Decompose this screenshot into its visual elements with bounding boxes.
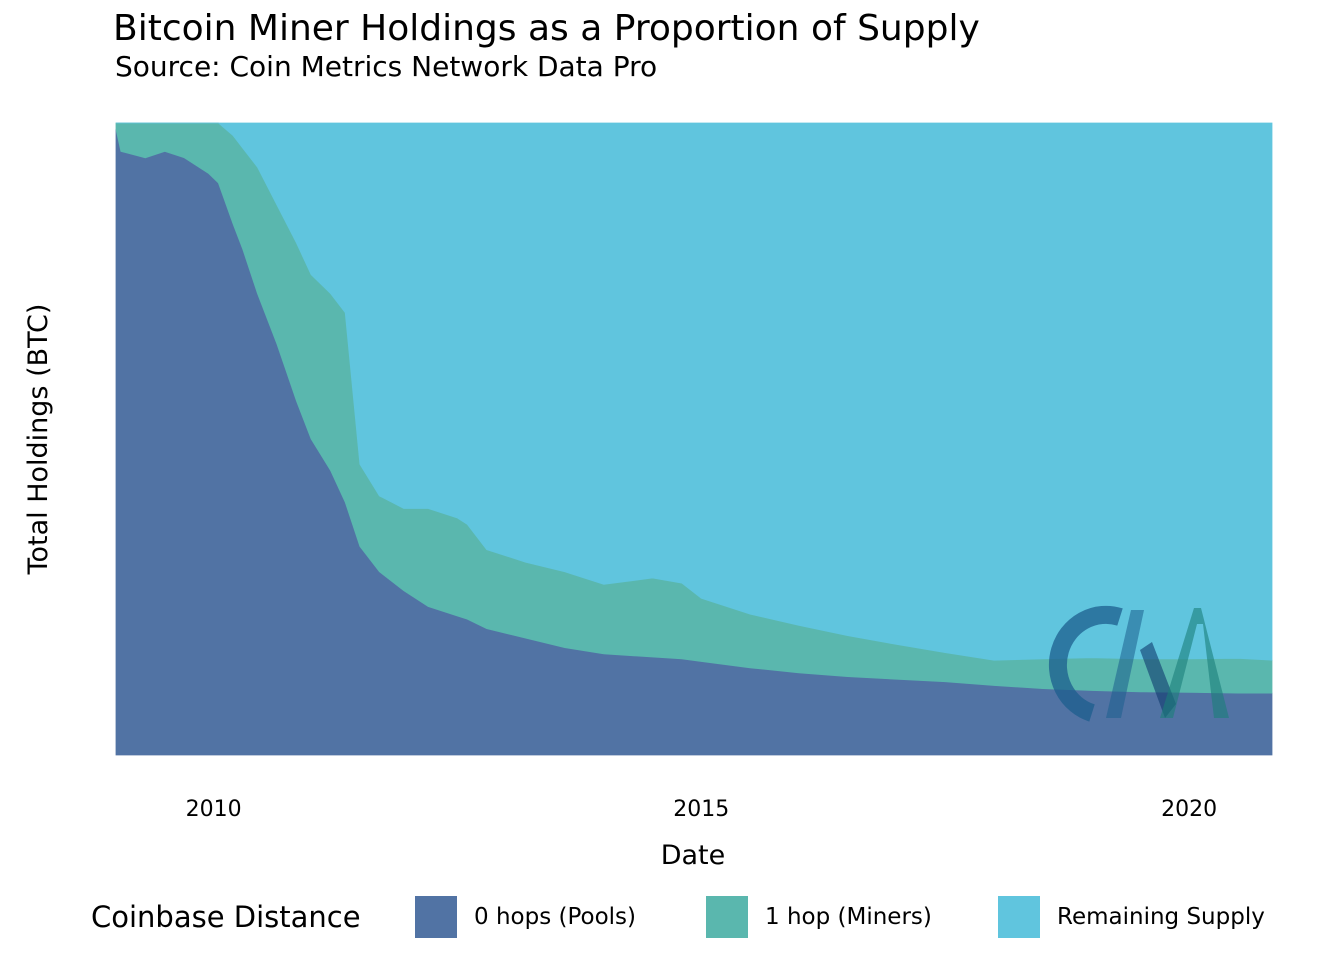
logo-m-right-stroke xyxy=(1160,608,1229,718)
x-tick-label-2020: 2020 xyxy=(1161,797,1217,822)
plot-area xyxy=(115,122,1273,756)
x-tick-label-2010: 2010 xyxy=(186,797,242,822)
coin-metrics-watermark-logo xyxy=(1048,605,1229,722)
area-remaining-supply xyxy=(116,122,1273,661)
chart-subtitle: Source: Coin Metrics Network Data Pro xyxy=(115,50,658,83)
logo-m-left-stroke xyxy=(1106,610,1144,718)
logo-c-shape xyxy=(1048,605,1123,722)
y-axis-label: Total Holdings (BTC) xyxy=(23,304,54,576)
chart-title: Bitcoin Miner Holdings as a Proportion o… xyxy=(113,8,980,49)
x-axis-ticks: 2010 2015 2020 xyxy=(186,797,1217,822)
x-tick-label-2015: 2015 xyxy=(673,797,729,822)
x-axis-label: Date xyxy=(661,840,726,871)
